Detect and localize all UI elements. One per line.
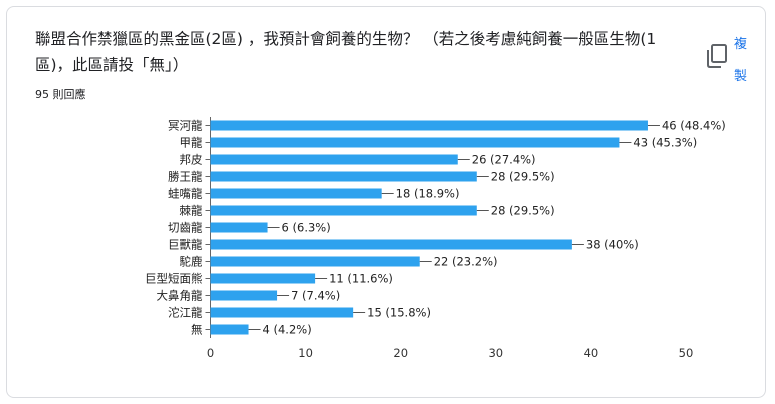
- bar: [210, 154, 458, 165]
- category-label: 邦皮: [180, 153, 203, 167]
- data-label: 7 (7.4%): [291, 289, 340, 303]
- x-tick-label: 10: [298, 346, 313, 360]
- x-tick-label: 30: [488, 346, 503, 360]
- data-label: 26 (27.4%): [472, 153, 536, 167]
- data-label: 28 (29.5%): [491, 170, 555, 184]
- question-card: 聯盟合作禁獵區的黑金區(2區) ，我預計會飼養的生物？ （若之後考慮純飼養一般區…: [6, 6, 766, 398]
- category-label: 切齒龍: [168, 221, 203, 235]
- bar: [210, 120, 648, 131]
- category-label: 棘龍: [180, 204, 203, 218]
- copy-icon: [705, 43, 729, 69]
- category-label: 巨獸龍: [168, 238, 203, 252]
- data-label: 28 (29.5%): [491, 204, 555, 218]
- data-label: 46 (48.4%): [662, 119, 726, 133]
- question-title: 聯盟合作禁獵區的黑金區(2區) ，我預計會飼養的生物？ （若之後考慮純飼養一般區…: [35, 30, 657, 74]
- bar: [210, 188, 382, 199]
- category-label: 沱江龍: [168, 306, 203, 320]
- x-tick-label: 0: [207, 346, 214, 360]
- data-label: 4 (4.2%): [263, 323, 312, 337]
- data-label: 38 (40%): [586, 238, 639, 252]
- bar: [210, 290, 278, 301]
- x-tick-label: 50: [679, 346, 694, 360]
- data-label: 22 (23.2%): [434, 255, 498, 269]
- category-label: 勝王龍: [168, 170, 203, 184]
- copy-label: 複製: [734, 37, 748, 84]
- category-label: 巨型短面熊: [145, 272, 203, 286]
- category-label: 大鼻角龍: [157, 289, 203, 303]
- category-label: 冥河龍: [168, 119, 203, 133]
- bar: [210, 171, 477, 182]
- response-count: 95 則回應: [35, 88, 86, 101]
- bar: [210, 239, 572, 250]
- bar: [210, 137, 620, 148]
- bar: [210, 205, 477, 216]
- category-label: 駝鹿: [180, 255, 203, 269]
- category-label: 蛙嘴龍: [168, 187, 203, 201]
- category-label: 無: [191, 323, 203, 337]
- x-tick-label: 20: [393, 346, 408, 360]
- category-label: 甲龍: [180, 136, 203, 150]
- data-label: 18 (18.9%): [396, 187, 460, 201]
- bar: [210, 307, 354, 318]
- data-label: 43 (45.3%): [633, 136, 697, 150]
- bar: [210, 222, 268, 233]
- copy-chart-button[interactable]: 複製: [699, 29, 759, 85]
- x-tick-label: 40: [584, 346, 599, 360]
- data-label: 15 (15.8%): [367, 306, 431, 320]
- data-label: 6 (6.3%): [282, 221, 331, 235]
- bar: [210, 256, 420, 267]
- data-label: 11 (11.6%): [329, 272, 393, 286]
- bar: [210, 324, 249, 335]
- bar: [210, 273, 316, 284]
